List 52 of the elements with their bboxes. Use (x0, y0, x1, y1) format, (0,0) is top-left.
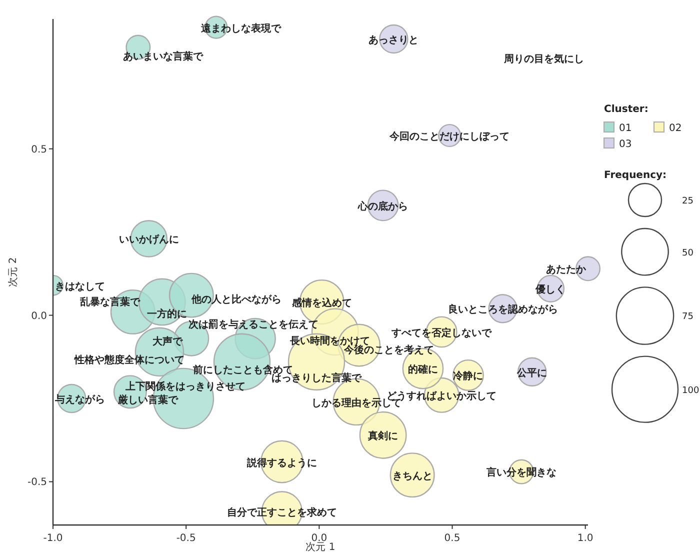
legend-label: 75 (682, 312, 694, 322)
legend-label: 02 (669, 123, 682, 134)
annotation: 的確に (408, 364, 438, 376)
annotation: 今回のことだけにしぼって (388, 130, 510, 143)
annotation: あいまいな言葉で (123, 50, 204, 62)
annotation: 遠まわしな表現で (200, 22, 282, 34)
annotation: 性格や態度全体について (73, 354, 184, 366)
annotation: きちんと (392, 471, 432, 482)
y-tick-label: 0.0 (31, 310, 47, 322)
annotation: 今後のことを考えて (343, 344, 434, 356)
x-tick-label: -1.0 (43, 533, 63, 544)
annotation: しかる理由を示して (311, 396, 402, 409)
legend-label: 100 (682, 386, 700, 396)
annotation: 他の人と比べながら (190, 293, 282, 306)
annotation: 厳しい言葉で (117, 394, 180, 406)
x-axis-title: 次元 1 (306, 542, 336, 553)
annotation: 上下関係をはっきりさせて (124, 380, 246, 392)
annotation: 周りの目を気にし (503, 53, 584, 65)
annotation: 与えながら (54, 394, 105, 406)
annotation: あっさりと (368, 34, 419, 46)
y-tick-label: 0.5 (31, 144, 47, 156)
annotation: すべてを否定しないで (390, 326, 493, 339)
annotation: きはなして (55, 281, 105, 292)
legend-title: Cluster: (604, 104, 648, 115)
annotation: 良いところを認めながら (448, 304, 558, 316)
annotation: 言い分を聞きな (485, 466, 556, 479)
text: Frequency: (604, 170, 667, 181)
annotation: 乱暴な言葉で (78, 296, 141, 308)
annotation: 説得するように (246, 456, 317, 469)
legend-label: 01 (619, 123, 632, 134)
x-tick-label: 0.0 (311, 533, 328, 544)
annotation: あたたか (546, 264, 587, 276)
annotation: 大声で (151, 336, 184, 348)
annotation: 冷静に (453, 370, 484, 382)
annotation: 真剣に (367, 430, 398, 442)
annotation: 感情を込めて (290, 296, 352, 309)
y-tick-label: -0.5 (27, 477, 47, 488)
legend-label: 25 (682, 196, 694, 206)
annotation: 次は罰を与えることを伝えて (188, 318, 318, 331)
annotation: 一方的に (147, 308, 188, 320)
x-tick-label: 0.5 (444, 533, 460, 544)
annotation: 優しく (534, 284, 566, 296)
annotation: いいかげんに (118, 234, 179, 246)
y-axis-title: 次元 2 (8, 257, 19, 287)
x-tick-label: 1.0 (577, 533, 594, 544)
x-tick-label: -0.5 (176, 533, 196, 544)
legend-label: 50 (682, 248, 694, 258)
annotation: 長い時間をかけて (289, 334, 370, 347)
annotation: 心の底から (357, 200, 408, 212)
legend-label: 03 (619, 139, 632, 150)
annotation: 自分で正すことを求めて (226, 506, 337, 519)
annotation: 公平に (516, 366, 548, 379)
